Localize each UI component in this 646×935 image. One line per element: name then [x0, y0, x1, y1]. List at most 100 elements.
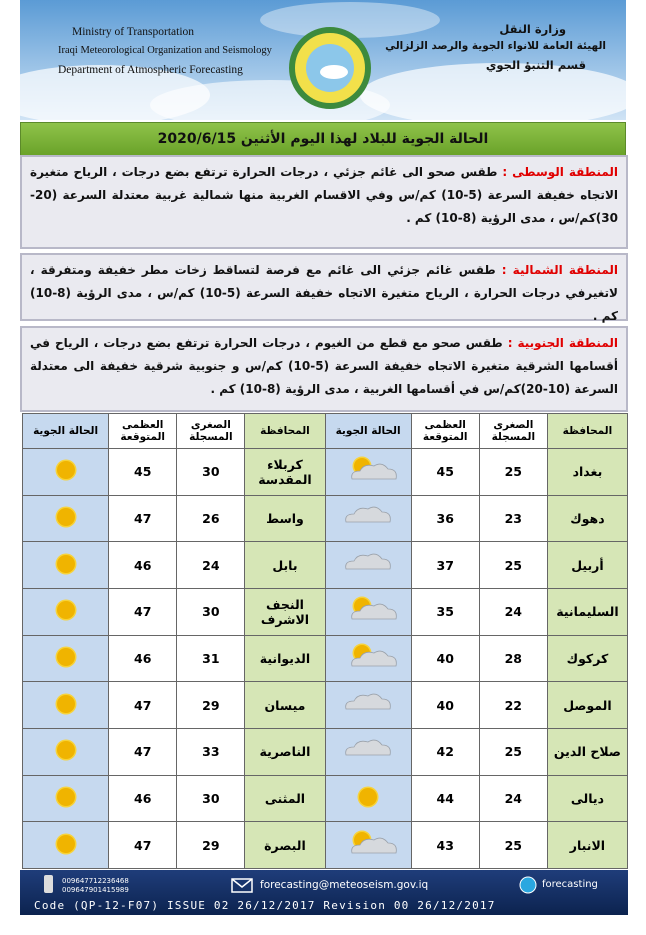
- header-row: المحافظة الصغرى المسجلة العظمى المتوقعة الح…: [21, 413, 629, 449]
- weather-icon: [55, 739, 77, 761]
- governorate: ميسان: [244, 681, 326, 729]
- column-header: المحافظة: [546, 413, 629, 449]
- temperature: 28: [478, 634, 548, 683]
- header-en: Ministry of Transportation: [72, 26, 195, 38]
- governorate: المثنى: [244, 774, 326, 823]
- header-background: [20, 0, 626, 120]
- weather-icon: [55, 833, 77, 855]
- region-text: طقس غائم جزئي الى غائم مع فرصة لتساقط زخ…: [30, 263, 618, 323]
- forecast-table: المحافظة الصغرى المسجلة العظمى المتوقعة الح…: [21, 413, 629, 869]
- phone: 009647901415989: [62, 886, 129, 894]
- column-header: الحالة الجوية: [324, 413, 412, 449]
- temperature: 47: [108, 494, 178, 543]
- table-row: الموصل 22 40 ميسان 29 47: [21, 681, 629, 729]
- temperature: 46: [108, 774, 178, 823]
- weather-condition: [324, 681, 412, 729]
- temperature: 23: [478, 494, 548, 543]
- weather-icon: [55, 646, 77, 668]
- phone: 009647712236468: [62, 877, 129, 885]
- region-text: طقس صحو مع قطع من الغيوم ، درجات الحرارة…: [30, 336, 618, 396]
- header-en: Department of Atmospheric Forecasting: [58, 64, 243, 76]
- cloud: [351, 837, 397, 854]
- temperature: 29: [176, 821, 246, 869]
- region-box: المنطقة الوسطى : طقس صحو الى غائم جزئي ،…: [20, 155, 628, 249]
- region-box: المنطقة الشمالية : طقس غائم جزئي الى غائ…: [20, 253, 628, 323]
- table-row: ديالى 24 44 المثنى 30 46: [21, 774, 629, 823]
- weather-condition: [21, 821, 110, 869]
- governorate: كركوك: [546, 634, 629, 683]
- governorate: الموصل: [546, 681, 629, 729]
- cloud: [345, 553, 391, 570]
- weather-icon: [351, 596, 397, 620]
- governorate: صلاح الدين: [546, 727, 629, 776]
- header-ar: الهيئة العامة للانواء الجوية والرصد الزل…: [385, 40, 606, 52]
- weather-condition: [324, 634, 412, 683]
- temperature: 24: [176, 541, 246, 589]
- cloud: [345, 693, 391, 710]
- temperature: 35: [410, 587, 480, 636]
- temperature: 43: [410, 821, 480, 869]
- temperature: 26: [176, 494, 246, 543]
- temperature: 33: [176, 727, 246, 776]
- footer-icons: [44, 875, 537, 894]
- weather-icon: [55, 693, 77, 715]
- weather-icon: [55, 599, 77, 621]
- governorate: الديوانية: [244, 634, 326, 683]
- temperature: 47: [108, 821, 178, 869]
- sun-core: [56, 787, 75, 806]
- weather-condition: [324, 541, 412, 589]
- temperature: 45: [108, 448, 178, 496]
- weather-condition: [324, 448, 412, 496]
- temperature: 30: [176, 587, 246, 636]
- weather-condition: [21, 587, 110, 636]
- governorate: بغداد: [546, 448, 629, 496]
- region-label: المنطقة الشمالية :: [501, 263, 618, 277]
- temperature: 47: [108, 681, 178, 729]
- temperature: 31: [176, 634, 246, 683]
- temperature: 46: [108, 541, 178, 589]
- governorate: دهوك: [546, 494, 629, 543]
- weather-condition: [324, 821, 412, 869]
- temperature: 46: [108, 634, 178, 683]
- temperature: 24: [478, 587, 548, 636]
- table-row: بغداد 25 45 كربلاء المقدسة 30 45: [21, 448, 629, 496]
- region-label: المنطقة الوسطى :: [502, 165, 619, 179]
- temperature: 30: [176, 774, 246, 823]
- weather-icon: [55, 506, 77, 528]
- sun-core: [56, 741, 75, 760]
- weather-icon: [55, 786, 77, 808]
- governorate: السليمانية: [546, 587, 629, 636]
- header-en: Iraqi Meteorological Organization and Se…: [58, 45, 272, 56]
- region-text: طقس صحو الى غائم جزئي ، درجات الحرارة تر…: [30, 165, 618, 225]
- weather-condition: [21, 494, 110, 543]
- weather-condition: [324, 587, 412, 636]
- sun-core: [56, 507, 75, 526]
- weather-condition: [21, 541, 110, 589]
- temperature: 36: [410, 494, 480, 543]
- temperature: 47: [108, 727, 178, 776]
- weather-condition: [324, 494, 412, 543]
- table-row: أربيل 25 37 بابل 24 46: [21, 541, 629, 589]
- temperature: 25: [478, 821, 548, 869]
- email: forecasting@meteoseism.gov.iq: [260, 879, 429, 891]
- governorate: واسط: [244, 494, 326, 543]
- temperature: 44: [410, 774, 480, 823]
- sun-core: [359, 787, 378, 806]
- sun-core: [56, 601, 75, 620]
- governorate: ديالى: [546, 774, 629, 823]
- governorate: البصرة: [244, 821, 326, 869]
- temperature: 25: [478, 541, 548, 589]
- weather-icon: [351, 643, 397, 667]
- weather-condition: [21, 681, 110, 729]
- region-box: المنطقة الجنوبية : طقس صحو مع قطع من الغ…: [20, 326, 628, 412]
- weather-condition: [21, 634, 110, 683]
- governorate: أربيل: [546, 541, 629, 589]
- governorate: النجف الاشرف: [244, 587, 326, 636]
- weather-icon: [351, 830, 397, 854]
- sun-core: [56, 834, 75, 853]
- temperature: 25: [478, 727, 548, 776]
- column-header: المحافظة: [244, 413, 326, 449]
- weather-icon: [345, 739, 391, 756]
- cloud: [351, 464, 397, 480]
